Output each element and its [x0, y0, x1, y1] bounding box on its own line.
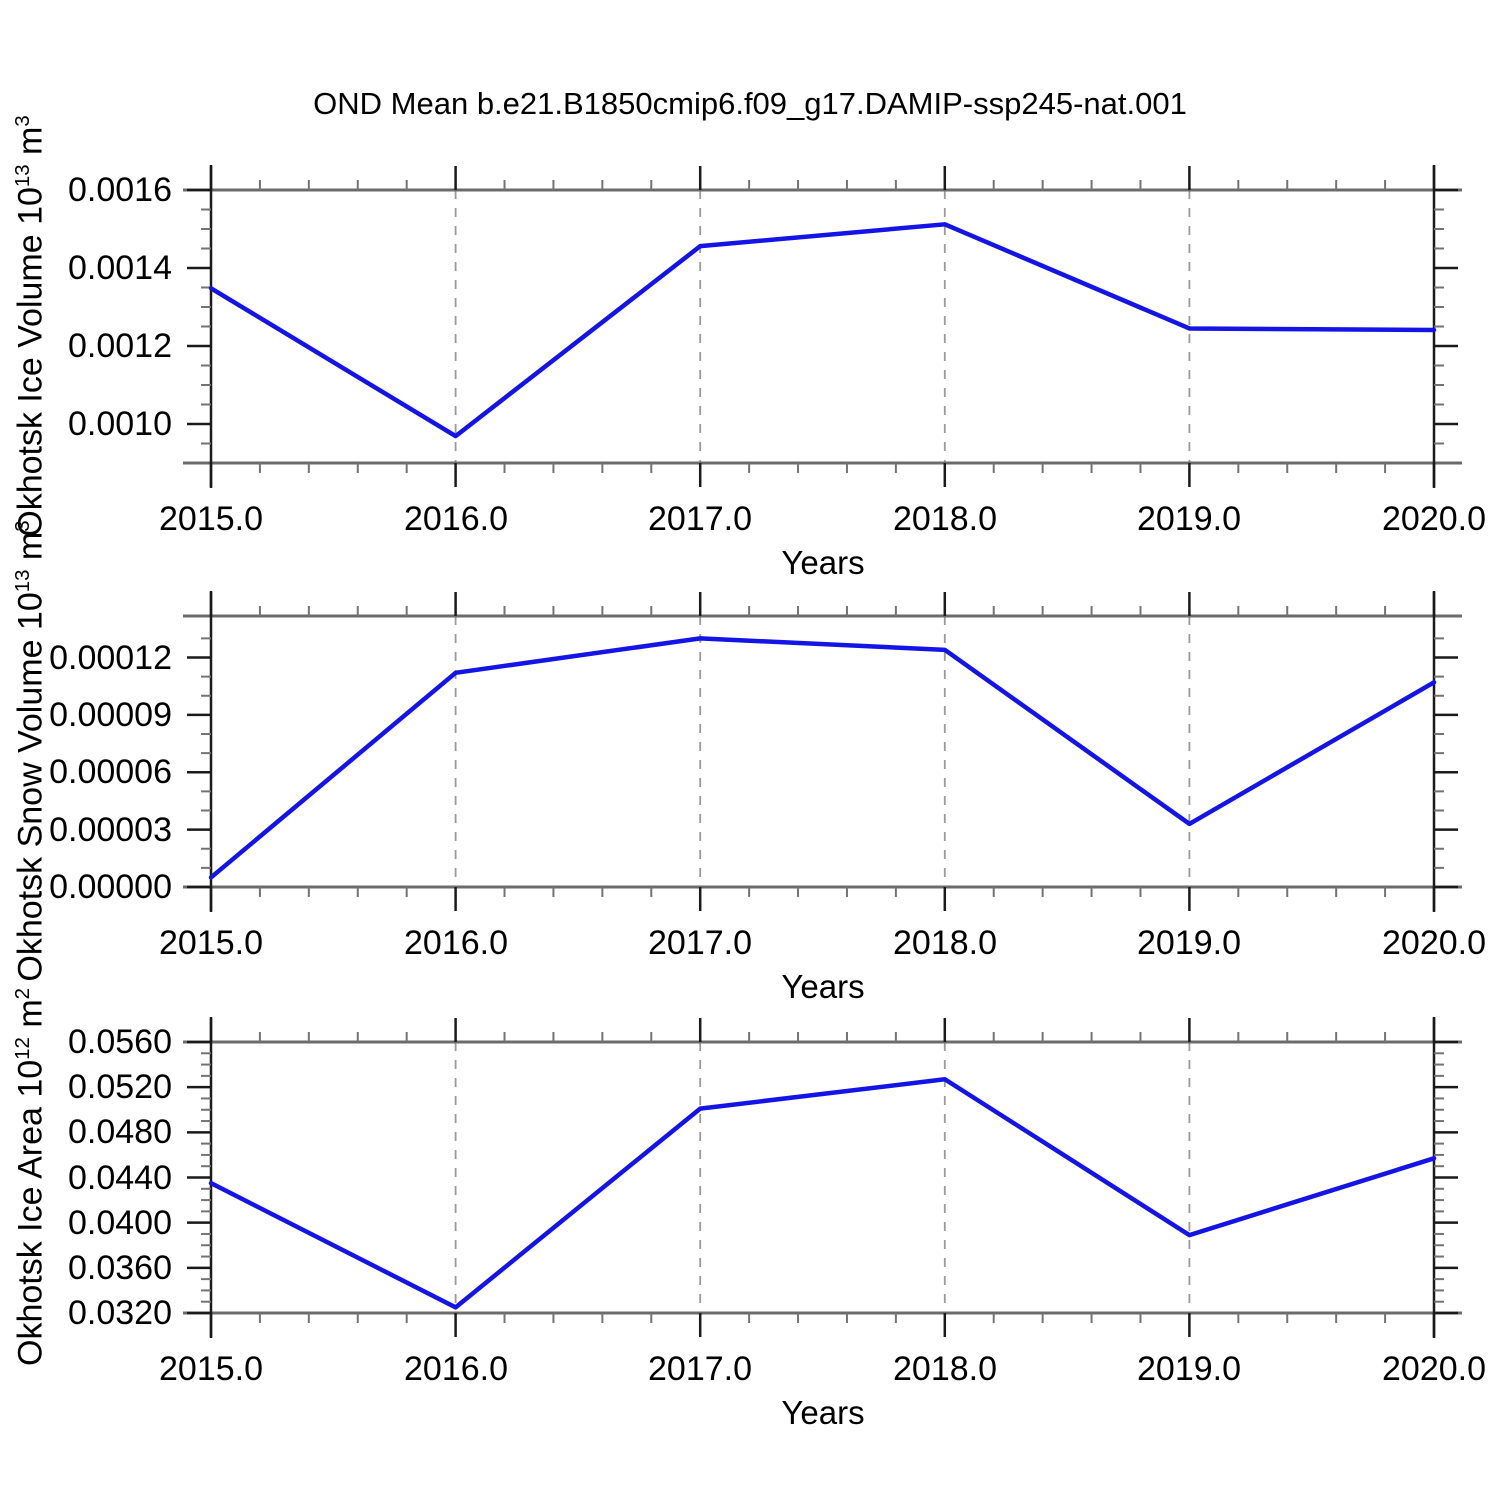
okhotsk-ice-volume-line	[208, 222, 1437, 439]
okhotsk-ice-area-line	[208, 1077, 1437, 1310]
chart-title: OND Mean b.e21.B1850cmip6.f09_g17.DAMIP-…	[313, 86, 1187, 121]
okhotsk-snow-volume-line	[208, 636, 1437, 880]
